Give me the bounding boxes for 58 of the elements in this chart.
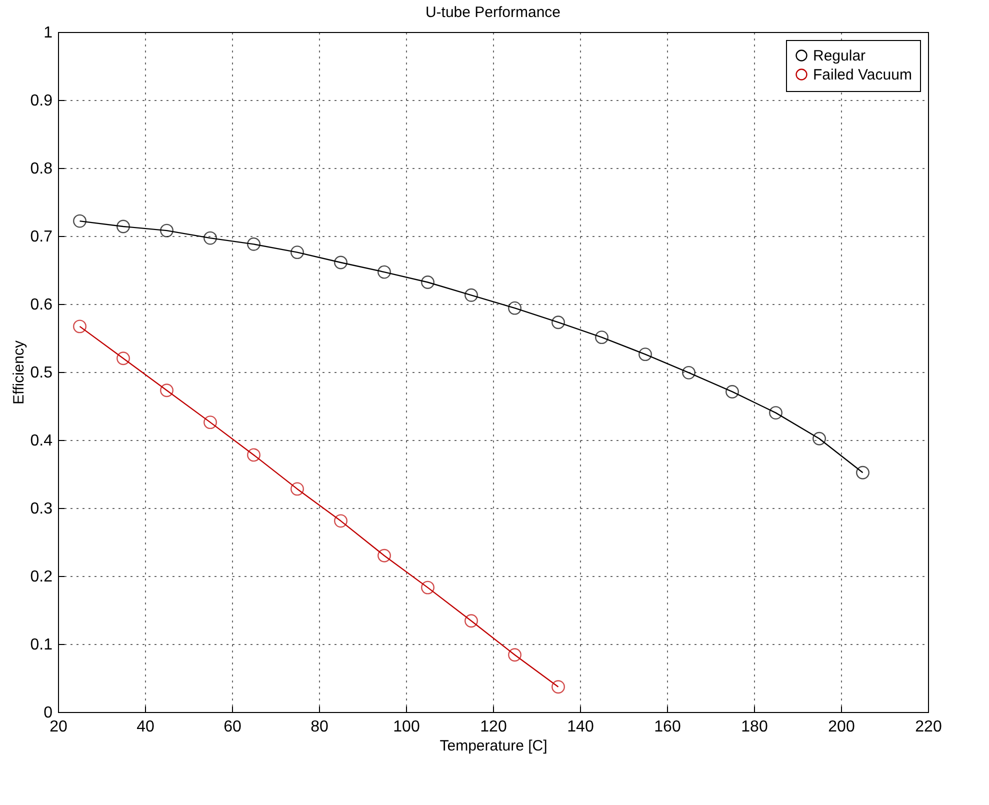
y-tick-label: 0.1	[30, 636, 53, 654]
y-tick-label: 0.2	[30, 568, 53, 586]
point	[769, 406, 782, 420]
point	[856, 466, 870, 480]
point	[552, 680, 565, 694]
point	[812, 432, 826, 446]
point	[334, 256, 348, 270]
point	[160, 384, 174, 398]
point	[204, 416, 217, 430]
point	[247, 448, 260, 462]
point	[247, 237, 260, 251]
x-tick-label: 220	[915, 718, 942, 736]
point	[73, 214, 86, 228]
point	[464, 614, 478, 628]
y-tick-label: 0.4	[30, 432, 53, 450]
point	[595, 330, 608, 344]
x-tick-label: 20	[50, 718, 68, 736]
legend-label: Failed Vacuum	[813, 66, 912, 84]
point	[334, 514, 348, 528]
point	[421, 580, 434, 594]
x-tick-label: 140	[567, 718, 594, 736]
point	[508, 301, 522, 315]
chart-title: U-tube Performance	[425, 4, 561, 21]
x-axis-title: Temperature [C]	[440, 738, 548, 754]
y-tick-label: 0	[44, 704, 53, 722]
y-tick-label: 0.5	[30, 364, 53, 382]
point	[378, 548, 391, 562]
y-tick-label: 0.7	[30, 228, 53, 246]
point	[116, 352, 130, 366]
point	[682, 366, 696, 380]
point	[116, 220, 130, 234]
point	[726, 385, 739, 398]
point	[160, 224, 174, 238]
point	[73, 320, 86, 334]
point	[290, 482, 304, 496]
x-tick-label: 100	[393, 718, 420, 736]
x-tick-label: 160	[654, 718, 681, 736]
point	[508, 648, 522, 662]
x-tick-label: 200	[828, 718, 855, 736]
point	[552, 316, 565, 330]
y-tick-label: 0.8	[30, 160, 53, 178]
y-tick-label: 0.3	[30, 500, 53, 518]
x-tick-label: 120	[480, 718, 507, 736]
y-tick-label: 1	[44, 24, 53, 42]
point	[204, 231, 217, 245]
y-axis-title: Efficiency	[10, 340, 28, 404]
x-tick-label: 60	[224, 718, 242, 736]
point	[464, 288, 478, 302]
x-tick-label: 40	[136, 718, 154, 736]
point	[421, 276, 434, 289]
point	[638, 348, 652, 362]
legend-label: Regular	[813, 48, 866, 64]
y-tick-label: 0.6	[30, 296, 53, 314]
point	[378, 265, 391, 279]
x-tick-label: 180	[741, 718, 768, 736]
y-tick-label: 0.9	[30, 92, 53, 110]
point	[290, 246, 304, 260]
x-tick-label: 80	[310, 718, 328, 736]
